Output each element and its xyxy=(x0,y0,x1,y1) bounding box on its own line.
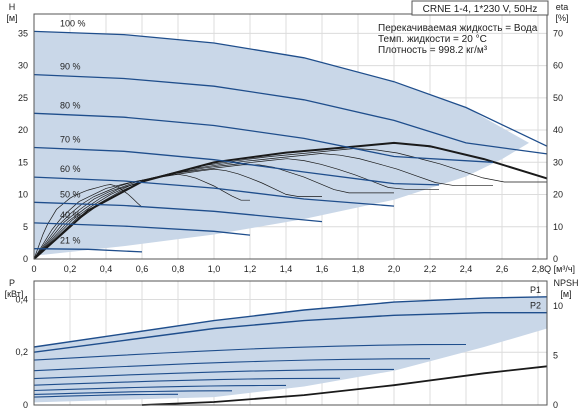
y2-tick-label: 0 xyxy=(553,400,558,410)
y2-axis-label: NPSH xyxy=(553,278,578,288)
y-tick-label: 0 xyxy=(23,400,28,410)
efficiency-curve-max xyxy=(33,141,548,260)
y2-tick-label: 60 xyxy=(553,61,563,71)
y2-axis-label: eta xyxy=(556,2,569,12)
power-curve xyxy=(33,343,467,361)
y-axis-label: P xyxy=(9,278,15,288)
y2-tick-label: 20 xyxy=(553,190,563,200)
x-tick-label: 0 xyxy=(31,264,36,274)
power-curve xyxy=(33,377,341,386)
head-efficiency-plot: 0 0,2 0,4 0,6 0,8 1,0 1,2 1,4 1,6 1,8 2,0 2,2 2,4 2,6… xyxy=(6,2,575,274)
x-tick-label: 0,4 xyxy=(100,264,113,274)
y-tick-label: 5 xyxy=(23,222,28,232)
y-tick-label: 20 xyxy=(18,125,28,135)
power-curve-p2 xyxy=(33,312,547,353)
operating-range-band xyxy=(34,31,529,256)
temperature-info: Темп. жидкости = 20 °C xyxy=(378,34,487,45)
x-tick-label: 2,2 xyxy=(424,264,437,274)
x-tick-label: 1,8 xyxy=(352,264,365,274)
speed-label: 70 % xyxy=(60,134,81,144)
head-curve xyxy=(33,248,143,253)
speed-label: 60 % xyxy=(60,164,81,174)
y-tick-label: 25 xyxy=(18,93,28,103)
plot-frame xyxy=(33,13,548,260)
series-label-p2: P2 xyxy=(530,301,541,311)
x-tick-label: 1,2 xyxy=(244,264,257,274)
speed-label: 100 % xyxy=(60,18,86,28)
power-curve xyxy=(33,358,431,372)
x-tick-label: 2,0 xyxy=(388,264,401,274)
speed-label: 21 % xyxy=(60,236,81,246)
head-curve xyxy=(33,146,440,186)
power-curve xyxy=(33,393,178,398)
head-curve xyxy=(33,176,395,207)
x-axis-label: Q [м³/ч] xyxy=(544,264,575,274)
y-tick-label: 30 xyxy=(18,61,28,71)
power-curve xyxy=(33,368,395,380)
npsh-curve xyxy=(141,365,548,406)
density-info: Плотность = 998.2 кг/м³ xyxy=(378,45,488,56)
y-axis-unit: [кВт] xyxy=(5,289,24,299)
head-curve xyxy=(33,73,548,155)
power-curve xyxy=(33,384,287,392)
y2-axis-unit: [%] xyxy=(555,13,568,23)
x-tick-label: 0,2 xyxy=(64,264,77,274)
power-curve xyxy=(33,390,232,395)
y-tick-label: 15 xyxy=(18,157,28,167)
efficiency-curve xyxy=(33,164,394,260)
y-tick-label: 10 xyxy=(18,190,28,200)
power-npsh-plot: 0 0,2 0,4 0 5 10 P1 P2 P[кВт] NPSH[м] xyxy=(5,278,579,410)
y-tick-label: 0,4 xyxy=(15,294,28,304)
speed-label: 40 % xyxy=(60,210,81,220)
y-tick-label: 0 xyxy=(23,254,28,264)
y2-tick-label: 50 xyxy=(553,93,563,103)
x-tick-label: 0,6 xyxy=(136,264,149,274)
y2-tick-label: 0 xyxy=(553,254,558,264)
x-tick-label: 0,8 xyxy=(172,264,185,274)
model-box xyxy=(411,0,549,16)
efficiency-curve xyxy=(33,153,493,260)
head-curve xyxy=(33,201,323,223)
head-curve xyxy=(33,222,251,236)
x-tick-label: 2,6 xyxy=(496,264,509,274)
x-tick-label: 2,4 xyxy=(460,264,473,274)
y2-tick-label: 30 xyxy=(553,157,563,167)
speed-label: 50 % xyxy=(60,189,81,199)
speed-label: 90 % xyxy=(60,62,81,72)
y2-tick-label: 10 xyxy=(553,301,563,311)
y2-tick-label: 70 xyxy=(553,28,563,38)
power-range-band xyxy=(34,296,547,403)
y2-tick-label: 10 xyxy=(553,222,563,232)
model-label: CRNE 1-4, 1*230 V, 50Hz xyxy=(423,4,538,15)
y-axis-unit: [м] xyxy=(6,13,17,23)
power-curve-p1 xyxy=(33,296,548,348)
y2-axis-unit: [м] xyxy=(560,289,571,299)
x-tick-label: 1,0 xyxy=(208,264,221,274)
y-axis-label: H xyxy=(9,2,16,12)
liquid-info: Перекачиваемая жидкость = Вода xyxy=(378,23,538,34)
speed-label: 80 % xyxy=(60,100,81,110)
x-tick-label: 2,8 xyxy=(532,264,545,274)
efficiency-curve xyxy=(33,173,250,260)
head-curve xyxy=(33,30,548,147)
y2-tick-label: 40 xyxy=(553,125,563,135)
series-label-p1: P1 xyxy=(530,285,541,295)
x-tick-label: 1,6 xyxy=(316,264,329,274)
y-tick-label: 0,2 xyxy=(15,347,28,357)
plot-frame xyxy=(33,280,548,406)
x-tick-label: 1,4 xyxy=(280,264,293,274)
efficiency-curve xyxy=(33,148,547,260)
y-tick-label: 35 xyxy=(18,28,28,38)
head-curve xyxy=(33,112,494,163)
y2-tick-label: 5 xyxy=(553,350,558,360)
